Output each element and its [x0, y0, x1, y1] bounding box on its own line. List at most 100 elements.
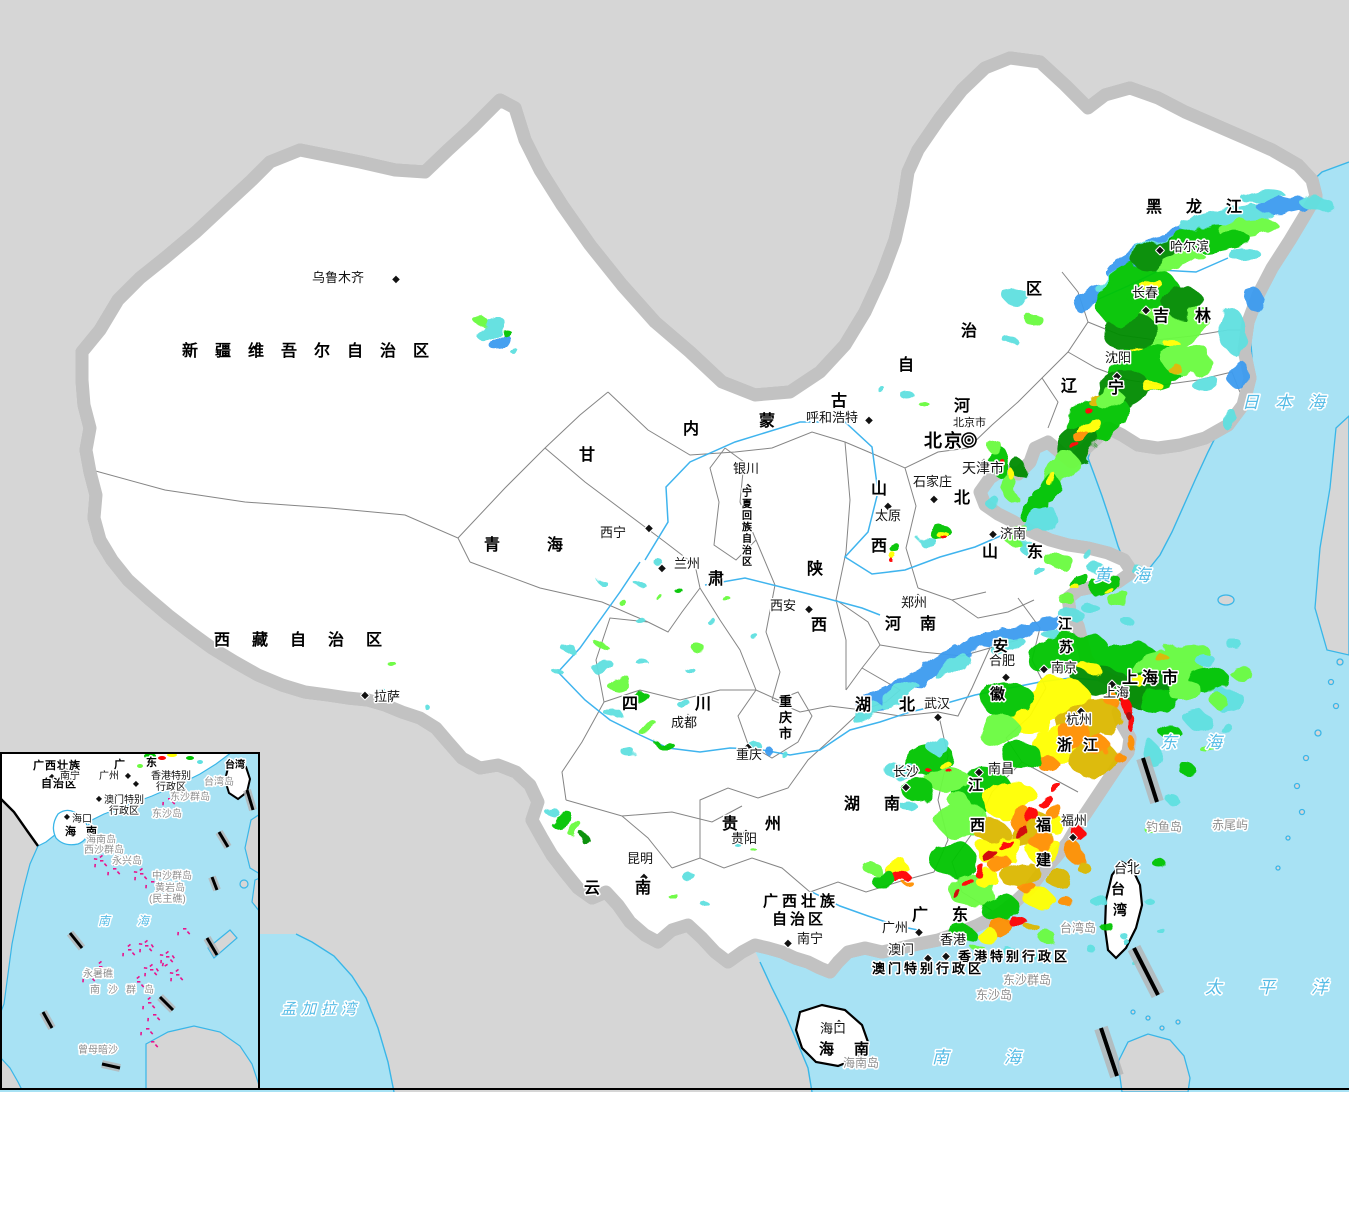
pink-island-mark: [145, 945, 149, 947]
radar-echo: [1009, 471, 1017, 481]
radar-echo: [1025, 810, 1039, 822]
radar-echo: [608, 677, 632, 691]
island-label: 黄岩岛: [155, 881, 185, 894]
radar-echo: [988, 446, 1012, 478]
inset-vietnam-coast: [0, 845, 39, 1015]
dash-segment: [210, 876, 219, 891]
island-label: 海南岛: [843, 1055, 879, 1070]
dash-segment: [41, 1011, 54, 1029]
province-label: 重庆市: [778, 694, 792, 741]
radar-echo: [1201, 746, 1215, 754]
province-label: 广西壮族: [763, 892, 839, 910]
radar-echo: [1112, 751, 1124, 761]
pink-island-mark: [151, 1005, 156, 1009]
pink-island-mark: [149, 1031, 154, 1035]
pink-island-mark: [140, 873, 144, 875]
radar-echo: [501, 329, 511, 335]
radar-echo: [1221, 726, 1235, 734]
sea-label: 日本海: [1242, 393, 1341, 412]
radar-echo: [511, 349, 519, 355]
radar-echo: [705, 617, 715, 623]
province-label: 广: [114, 757, 125, 771]
radar-echo: [1185, 711, 1211, 729]
pink-island-mark: [154, 884, 159, 888]
radar-echo: [955, 634, 999, 658]
radar-echo: [732, 839, 740, 845]
island-label: 东沙群岛: [170, 790, 210, 803]
main-map-svg: ◆◆◆◆◆◆◆◆◆◆◆◆◆◆◆◆◆◆◆◆◆◆◆◆◆◆◆◆◆◆◆◆◆ 新疆维吾尔自…: [0, 0, 1349, 1093]
radar-echo: [935, 656, 971, 680]
dash-segment: [1141, 757, 1159, 803]
radar-echo: [197, 760, 203, 764]
radar-echo: [1153, 250, 1203, 274]
dash-segment: [1132, 947, 1160, 996]
province-label: 陕: [807, 559, 823, 578]
city-marker: ◆: [865, 415, 873, 426]
radar-echo: [476, 315, 504, 341]
radar-echo: [1035, 570, 1049, 578]
island-label: 东沙岛: [152, 807, 182, 820]
pink-island-mark: [168, 798, 172, 800]
city-marker: ◆: [1077, 706, 1085, 717]
city-label: 南宁: [60, 769, 80, 782]
province-label: 辽: [1061, 377, 1078, 395]
pink-island-mark: [82, 978, 85, 983]
radar-echo: [852, 701, 880, 723]
province-label: 台: [1111, 881, 1125, 897]
province-label: 湖南: [844, 794, 924, 813]
radar-echo: [1007, 807, 1033, 829]
radar-echo: [1085, 945, 1095, 951]
island-label: 赤尾屿: [1212, 818, 1248, 832]
radar-echo: [863, 862, 881, 874]
pink-island-mark: [147, 1017, 150, 1022]
island-label: 钓鱼岛: [1146, 819, 1182, 834]
radar-echo: [745, 739, 759, 749]
pink-island-mark: [169, 971, 174, 975]
radar-echo: [919, 647, 965, 677]
sea-label: 南海: [932, 1048, 1076, 1067]
radar-echo: [1001, 860, 1039, 888]
city-marker: ◆: [361, 690, 369, 701]
city-label: 石家庄: [913, 474, 952, 489]
radar-echo: [674, 587, 682, 593]
radar-echo: [1019, 542, 1037, 554]
province-label: 香港特别行政区: [957, 949, 1070, 964]
radar-echo: [1059, 595, 1077, 605]
radar-echo: [377, 686, 383, 690]
radar-echo: [653, 559, 663, 565]
radar-echo: [754, 637, 762, 643]
radar-echo: [1102, 300, 1138, 324]
city-marker: ◆: [96, 794, 103, 803]
city-label: 行政区: [109, 804, 139, 817]
radar-echo: [1045, 474, 1059, 486]
radar-echo: [1011, 918, 1029, 930]
radar-echo: [1003, 948, 1017, 956]
pink-island-mark: [183, 928, 187, 930]
pink-island-mark: [134, 876, 137, 881]
city-marker: ◆: [942, 951, 950, 962]
city-label: 海口: [72, 812, 92, 825]
radar-echo: [928, 841, 976, 875]
radar-echo: [1229, 358, 1247, 390]
pink-island-mark: [156, 1017, 161, 1021]
hainan-island: [794, 1003, 870, 1068]
pink-island-mark: [159, 954, 164, 957]
city-label: 福州: [1061, 813, 1087, 828]
pink-island-mark: [116, 871, 121, 875]
city-marker: ◆: [658, 563, 666, 574]
city-label: 澳门特别: [104, 793, 144, 806]
city-marker: ◆: [1142, 305, 1150, 316]
radar-echo: [1157, 723, 1179, 737]
province-label: 东: [146, 755, 157, 769]
sea-label: 黄海: [1094, 566, 1172, 585]
radar-echo: [1085, 737, 1111, 755]
radar-echo: [971, 863, 985, 875]
pink-island-mark: [165, 950, 169, 955]
city-marker: ◆: [1069, 832, 1077, 843]
city-markers: ◆ ◆ ◆ ◆ ◆ ◆ ◆ ◆ ◆ ◆ ◆ ◆ ◆ ◆ ◆ ◆ ◆ ◆ ◆ ◆ ◆ ◆ ◆ ◆ ◆ ◆ ◆ ◆ ◆ ◆ ◆ ◆ ◆: [360, 244, 1165, 1030]
legend-panel: 全国雷达拼图 [2026-04-03 15:00:00] [ 组合反射率 ] 5…: [0, 1092, 1349, 1208]
radar-echoes: [377, 188, 1332, 965]
radar-echo: [1227, 640, 1243, 650]
dash-segment: [217, 831, 230, 848]
